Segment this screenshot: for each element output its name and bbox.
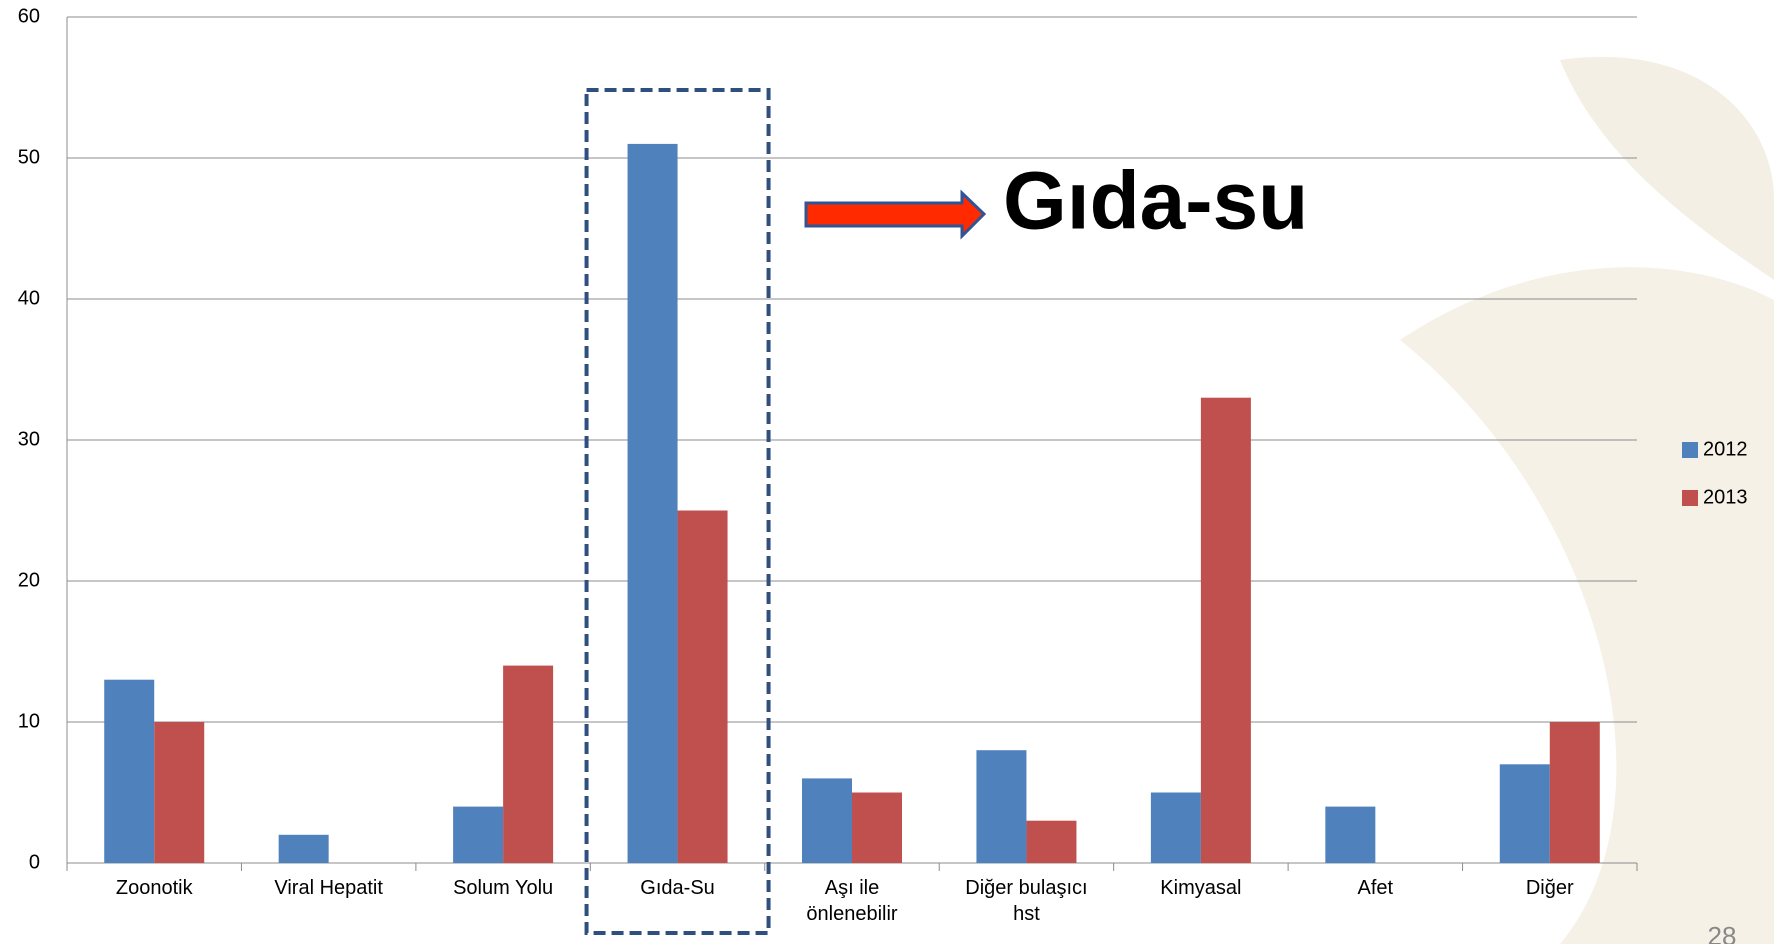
arrow (806, 193, 984, 236)
bar (1201, 398, 1251, 863)
slide: Gıda-su 28 0 10 20 30 40 50 60 2012 2013 Zoonoti… (0, 0, 1774, 944)
chart: Gıda-su 28 0 10 20 30 40 50 60 2012 2013 (0, 0, 1774, 944)
y-tick-label: 30 (18, 428, 40, 450)
x-tick-label: Diğer (1475, 875, 1625, 901)
annotation: Gıda-su (1003, 156, 1308, 247)
bar (678, 511, 728, 864)
bar (1026, 821, 1076, 863)
legend-swatch (1682, 442, 1698, 458)
bar (279, 835, 329, 863)
x-tick-label: Zoonotik (79, 875, 229, 901)
bar (154, 722, 204, 863)
decoration (1560, 57, 1774, 280)
y-tick-label: 20 (18, 569, 40, 591)
y-tick-label: 40 (18, 287, 40, 309)
page-number: 28 (1708, 921, 1737, 944)
legend-label: 2012 (1703, 438, 1748, 460)
bar (1325, 807, 1375, 863)
x-tick-label: Kimyasal (1126, 875, 1276, 901)
y-tick-label: 50 (18, 146, 40, 168)
x-tick-label: Diğer bulaşıcı hst (951, 875, 1101, 927)
y-tick-label: 60 (18, 5, 40, 27)
x-tick-label: Viral Hepatit (254, 875, 404, 901)
bar (453, 807, 503, 863)
legend-swatch (1682, 490, 1698, 506)
x-tick-label: Afet (1300, 875, 1450, 901)
x-tick-label: Aşı ile önlenebilir (777, 875, 927, 927)
bar (628, 144, 678, 863)
y-tick-label: 10 (18, 710, 40, 732)
bar (852, 793, 902, 864)
bar (1500, 764, 1550, 863)
x-tick-label: Gıda-Su (603, 875, 753, 901)
legend-label: 2013 (1703, 486, 1748, 508)
bar (802, 778, 852, 863)
bar (1550, 722, 1600, 863)
x-tick-label: Solum Yolu (428, 875, 578, 901)
bar (104, 680, 154, 863)
y-tick-label: 0 (29, 851, 40, 873)
bar (503, 666, 553, 863)
bar (976, 750, 1026, 863)
bar (1151, 793, 1201, 864)
